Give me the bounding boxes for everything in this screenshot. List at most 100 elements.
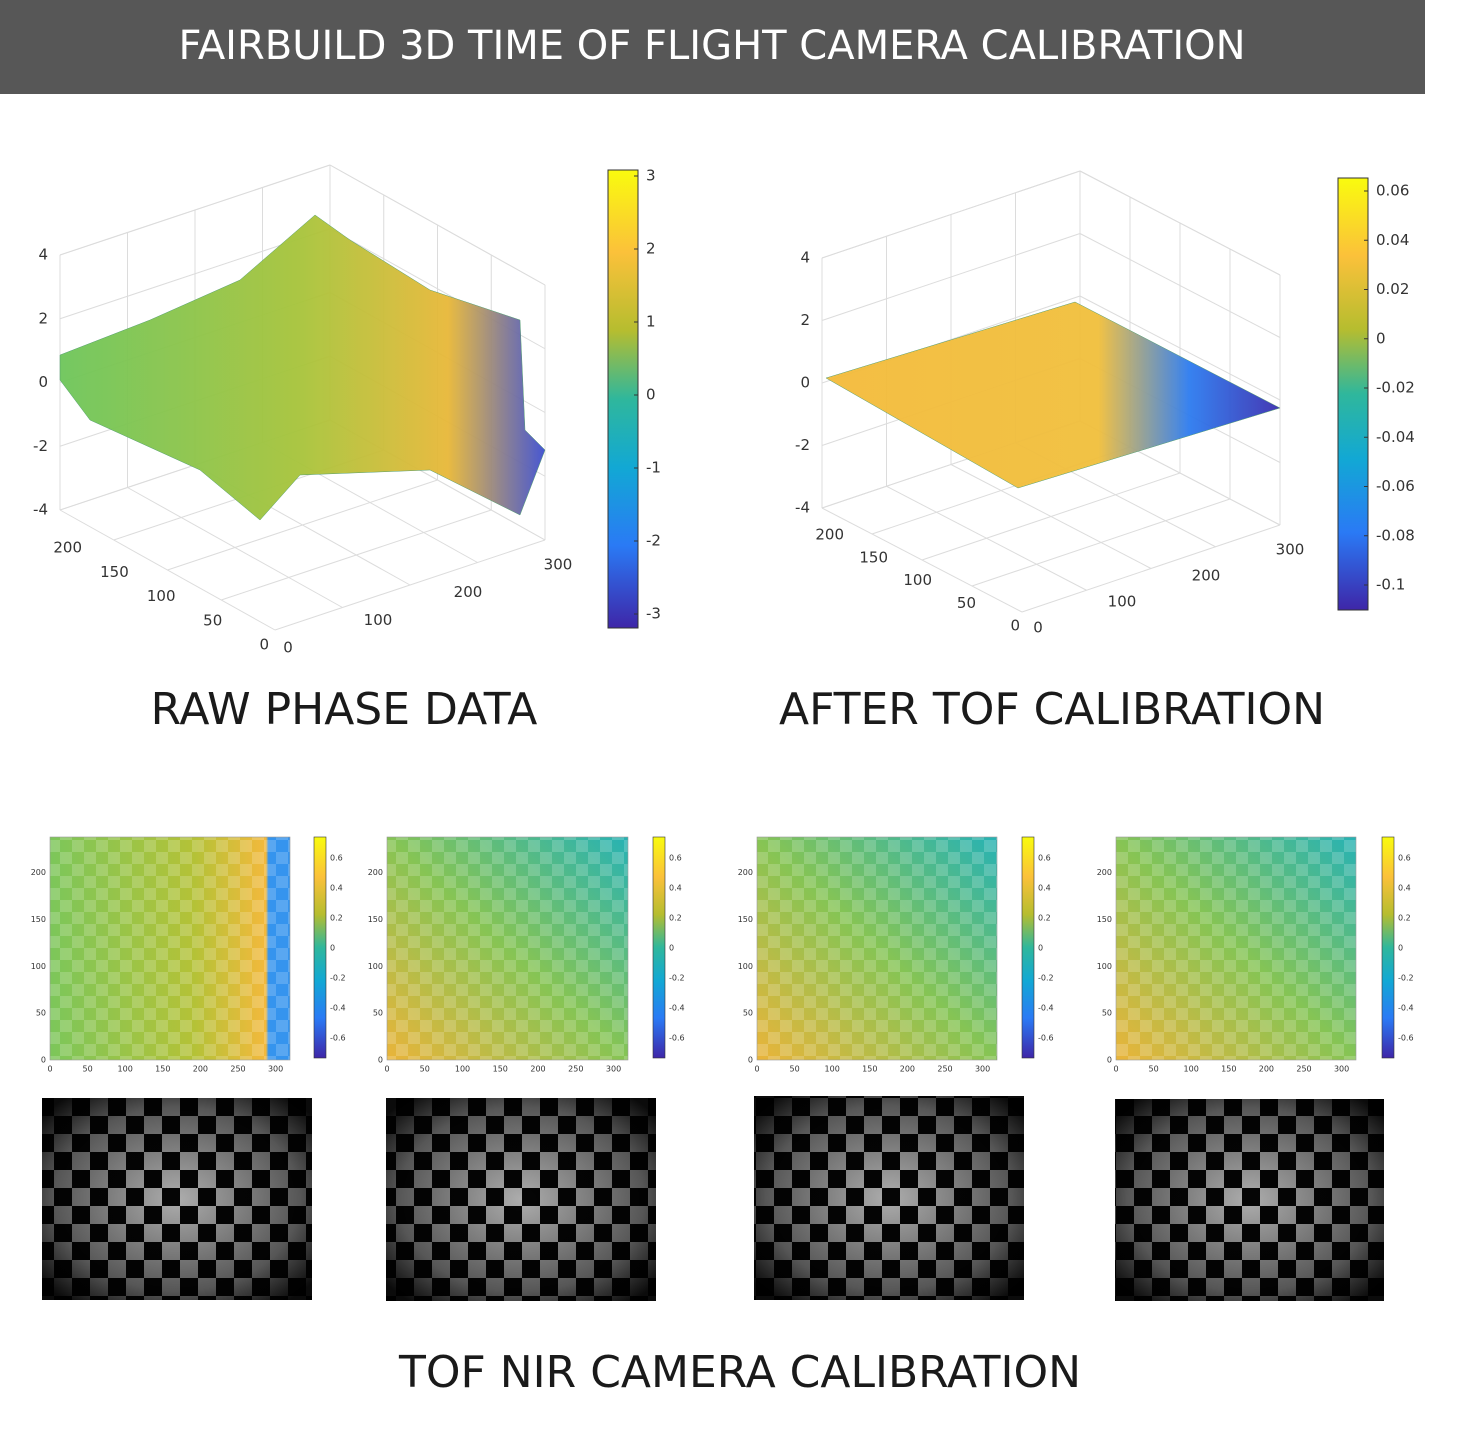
colorbar-tick-label: -0.08 [1376,526,1415,544]
colorbar-tick-label: -2 [646,532,661,550]
x-tick-label: 150 [493,1065,508,1074]
y-tick-label: 200 [815,526,844,544]
x-tick-label: 300 [975,1065,990,1074]
z-grid-line [821,233,1081,321]
y-tick-label: 100 [738,962,753,971]
colorbar-tick-label: 0.02 [1376,280,1409,298]
z-tick-label: 4 [38,246,48,264]
y-tick-label: 150 [368,915,383,924]
colorbar [1021,836,1035,1059]
colorbar-tick-label: -0.6 [330,1034,346,1043]
y-tick-label: 0 [1010,617,1020,635]
header-bar [0,0,1425,94]
colorbar-tick-label: -0.2 [669,974,685,983]
y-tick-label: 50 [203,611,222,629]
surface [59,214,546,521]
heatmap-checker [757,837,997,1060]
page-title: FAIRBUILD 3D TIME OF FLIGHT CAMERA CALIB… [178,23,1245,69]
y-tick-label: 150 [859,548,888,566]
colorbar-tick-label: -0.4 [1398,1004,1414,1013]
y-tick-label: 150 [31,915,46,924]
y-tick-label: 150 [100,563,129,581]
colorbar-tick-label: -0.6 [669,1034,685,1043]
heatmap-frame [1115,836,1357,1061]
z-grid-line [1079,170,1281,276]
colorbar-tick-label: 2 [646,240,656,258]
x-tick-label: 300 [268,1065,283,1074]
nir-vignette [42,1098,312,1300]
colorbar [607,169,639,629]
heatmap-checker [50,837,290,1060]
heatmap-frame [49,836,291,1061]
z-grid-line [821,170,1081,259]
colorbar [313,836,327,1059]
heatmap-checker [387,837,628,1060]
colorbar-tick-label: 0.2 [669,914,682,923]
colorbar-tick-label: -0.4 [669,1004,685,1013]
colorbar-tick-label: 0.6 [1038,854,1051,863]
colorbar-tick-label: -0.6 [1398,1034,1414,1043]
x-tick-label: 300 [1276,541,1305,559]
x-tick-label: 200 [454,583,483,601]
y-tick-label: 100 [368,962,383,971]
colorbar-tick-label: -0.2 [1398,974,1414,983]
colorbar-tick-label: -0.06 [1376,477,1415,495]
colorbar-tick-label: -1 [646,459,661,477]
y-tick-label: 50 [1102,1009,1112,1018]
y-tick-label: 100 [31,962,46,971]
nir-vignette [1115,1099,1384,1301]
heatmap-frame [756,836,998,1061]
colorbar-tick-label: -0.2 [1038,974,1054,983]
x-tick-label: 200 [1192,567,1221,585]
colorbar-tick-label: 0 [1038,944,1043,953]
y-tick-label: 50 [373,1009,383,1018]
y-tick-label: 200 [738,868,753,877]
colorbar-tick-label: 0.2 [1038,914,1051,923]
x-tick-label: 100 [1184,1065,1199,1074]
x-tick-label: 100 [1108,593,1137,611]
colorbar-tick-label: -0.4 [330,1004,346,1013]
colorbar [652,836,666,1059]
colorbar-tick-label: 0.4 [669,884,682,893]
z-tick-label: -2 [33,437,48,455]
colorbar-tick-label: 0 [669,944,674,953]
z-tick-label: 4 [800,249,810,267]
floor-grid-line [950,464,1152,569]
floor-grid-line [971,498,1231,587]
x-tick-label: 0 [384,1065,389,1074]
y-tick-label: 0 [1107,1056,1112,1065]
z-tick-label: 2 [800,311,810,329]
axis-line [59,509,276,631]
colorbar [1337,177,1369,611]
x-tick-label: 250 [568,1065,583,1074]
x-tick-label: 300 [544,556,573,574]
colorbar-tick-label: 1 [646,313,656,331]
z-tick-label: -2 [795,436,810,454]
x-tick-label: 250 [230,1065,245,1074]
x-tick-label: 150 [1221,1065,1236,1074]
y-tick-label: 0 [748,1056,753,1065]
colorbar-tick-label: -3 [646,605,661,623]
y-tick-label: 200 [53,539,82,557]
x-tick-label: 300 [1334,1065,1349,1074]
colorbar-tick-label: -0.2 [330,974,346,983]
colorbar-tick-label: -0.02 [1376,379,1415,397]
x-tick-label: 0 [47,1065,52,1074]
colorbar-tick-label: 0 [646,386,656,404]
z-tick-label: -4 [795,499,810,517]
z-grid-line [329,164,546,286]
colorbar-tick-label: 0.2 [330,914,343,923]
colorbar-tick-label: 0.6 [669,854,682,863]
x-tick-label: 50 [1149,1065,1159,1074]
x-tick-label: 200 [1259,1065,1274,1074]
y-tick-label: 100 [147,587,176,605]
y-tick-label: 200 [31,868,46,877]
x-tick-label: 100 [455,1065,470,1074]
x-tick-label: 300 [606,1065,621,1074]
z-tick-label: 0 [800,374,810,392]
colorbar-tick-label: 0.04 [1376,231,1409,249]
colorbar-tick-label: 0 [1398,944,1403,953]
z-tick-label: 0 [38,373,48,391]
x-tick-label: 0 [1113,1065,1118,1074]
x-tick-label: 250 [1296,1065,1311,1074]
